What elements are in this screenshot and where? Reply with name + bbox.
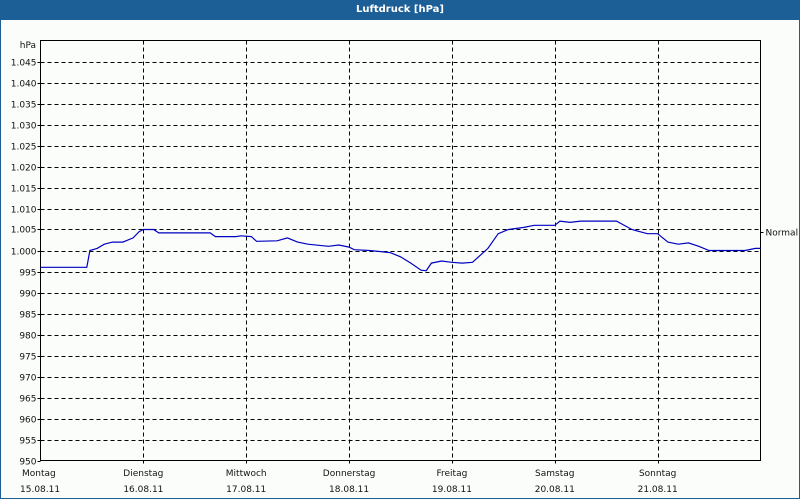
x-tick-date: 20.08.11: [535, 485, 575, 495]
x-tick-date: 18.08.11: [329, 485, 369, 495]
x-tick-day: Mittwoch: [226, 469, 267, 479]
normal-annotation: Normal: [760, 229, 799, 239]
y-tick-label: 970: [19, 374, 36, 384]
y-tick-label: 1.015: [11, 185, 37, 195]
x-tick-date: 16.08.11: [123, 485, 163, 495]
plot-area-border: [40, 40, 761, 461]
y-tick-label: 965: [19, 395, 36, 405]
x-tick-date: 19.08.11: [432, 485, 472, 495]
pressure-line: [40, 220, 761, 272]
y-tick-label: 1.010: [11, 206, 37, 216]
x-tick-day: Sonntag: [639, 469, 676, 479]
y-axis-unit-label: hPa: [20, 41, 36, 51]
y-tick-label: 1.045: [11, 59, 37, 69]
y-tick-label: 950: [19, 458, 36, 468]
y-tick-label: 1.025: [11, 143, 37, 153]
x-tick-day: Freitag: [437, 469, 468, 479]
x-tick-day: Samstag: [535, 469, 574, 479]
y-tick-label: 960: [19, 416, 36, 426]
x-tick-day: Montag: [22, 469, 56, 479]
y-tick-label: 1.030: [11, 122, 37, 132]
y-tick-label: 1.040: [11, 80, 37, 90]
y-tick-label: 990: [19, 290, 36, 300]
x-tick-date: 15.08.11: [20, 485, 60, 495]
x-tick-day: Donnerstag: [323, 469, 376, 479]
y-tick-label: 1.020: [11, 164, 37, 174]
y-tick-label: 995: [19, 269, 36, 279]
y-tick-label: 1.000: [11, 248, 37, 258]
x-axis-ticks: Montag 15.08.11 Dienstag 16.08.11 Mittwoch 17…: [20, 460, 678, 495]
x-tick-day: Dienstag: [123, 469, 163, 479]
x-tick-date: 17.08.11: [226, 485, 266, 495]
y-tick-label: 975: [19, 353, 36, 363]
y-tick-label: 955: [19, 437, 36, 447]
chart-title: Luftdruck [hPa]: [0, 0, 800, 20]
grid-lines: [40, 40, 761, 461]
y-tick-label: 985: [19, 311, 36, 321]
annotation-label: Normal: [766, 229, 799, 239]
y-axis-ticks: 950 955 960 965 970 975 980 985 990 995 1.000 1.005…: [11, 59, 41, 468]
y-tick-label: 980: [19, 332, 36, 342]
y-tick-label: 1.005: [11, 226, 37, 236]
x-tick-date: 21.08.11: [638, 485, 678, 495]
y-tick-label: 1.035: [11, 101, 37, 111]
